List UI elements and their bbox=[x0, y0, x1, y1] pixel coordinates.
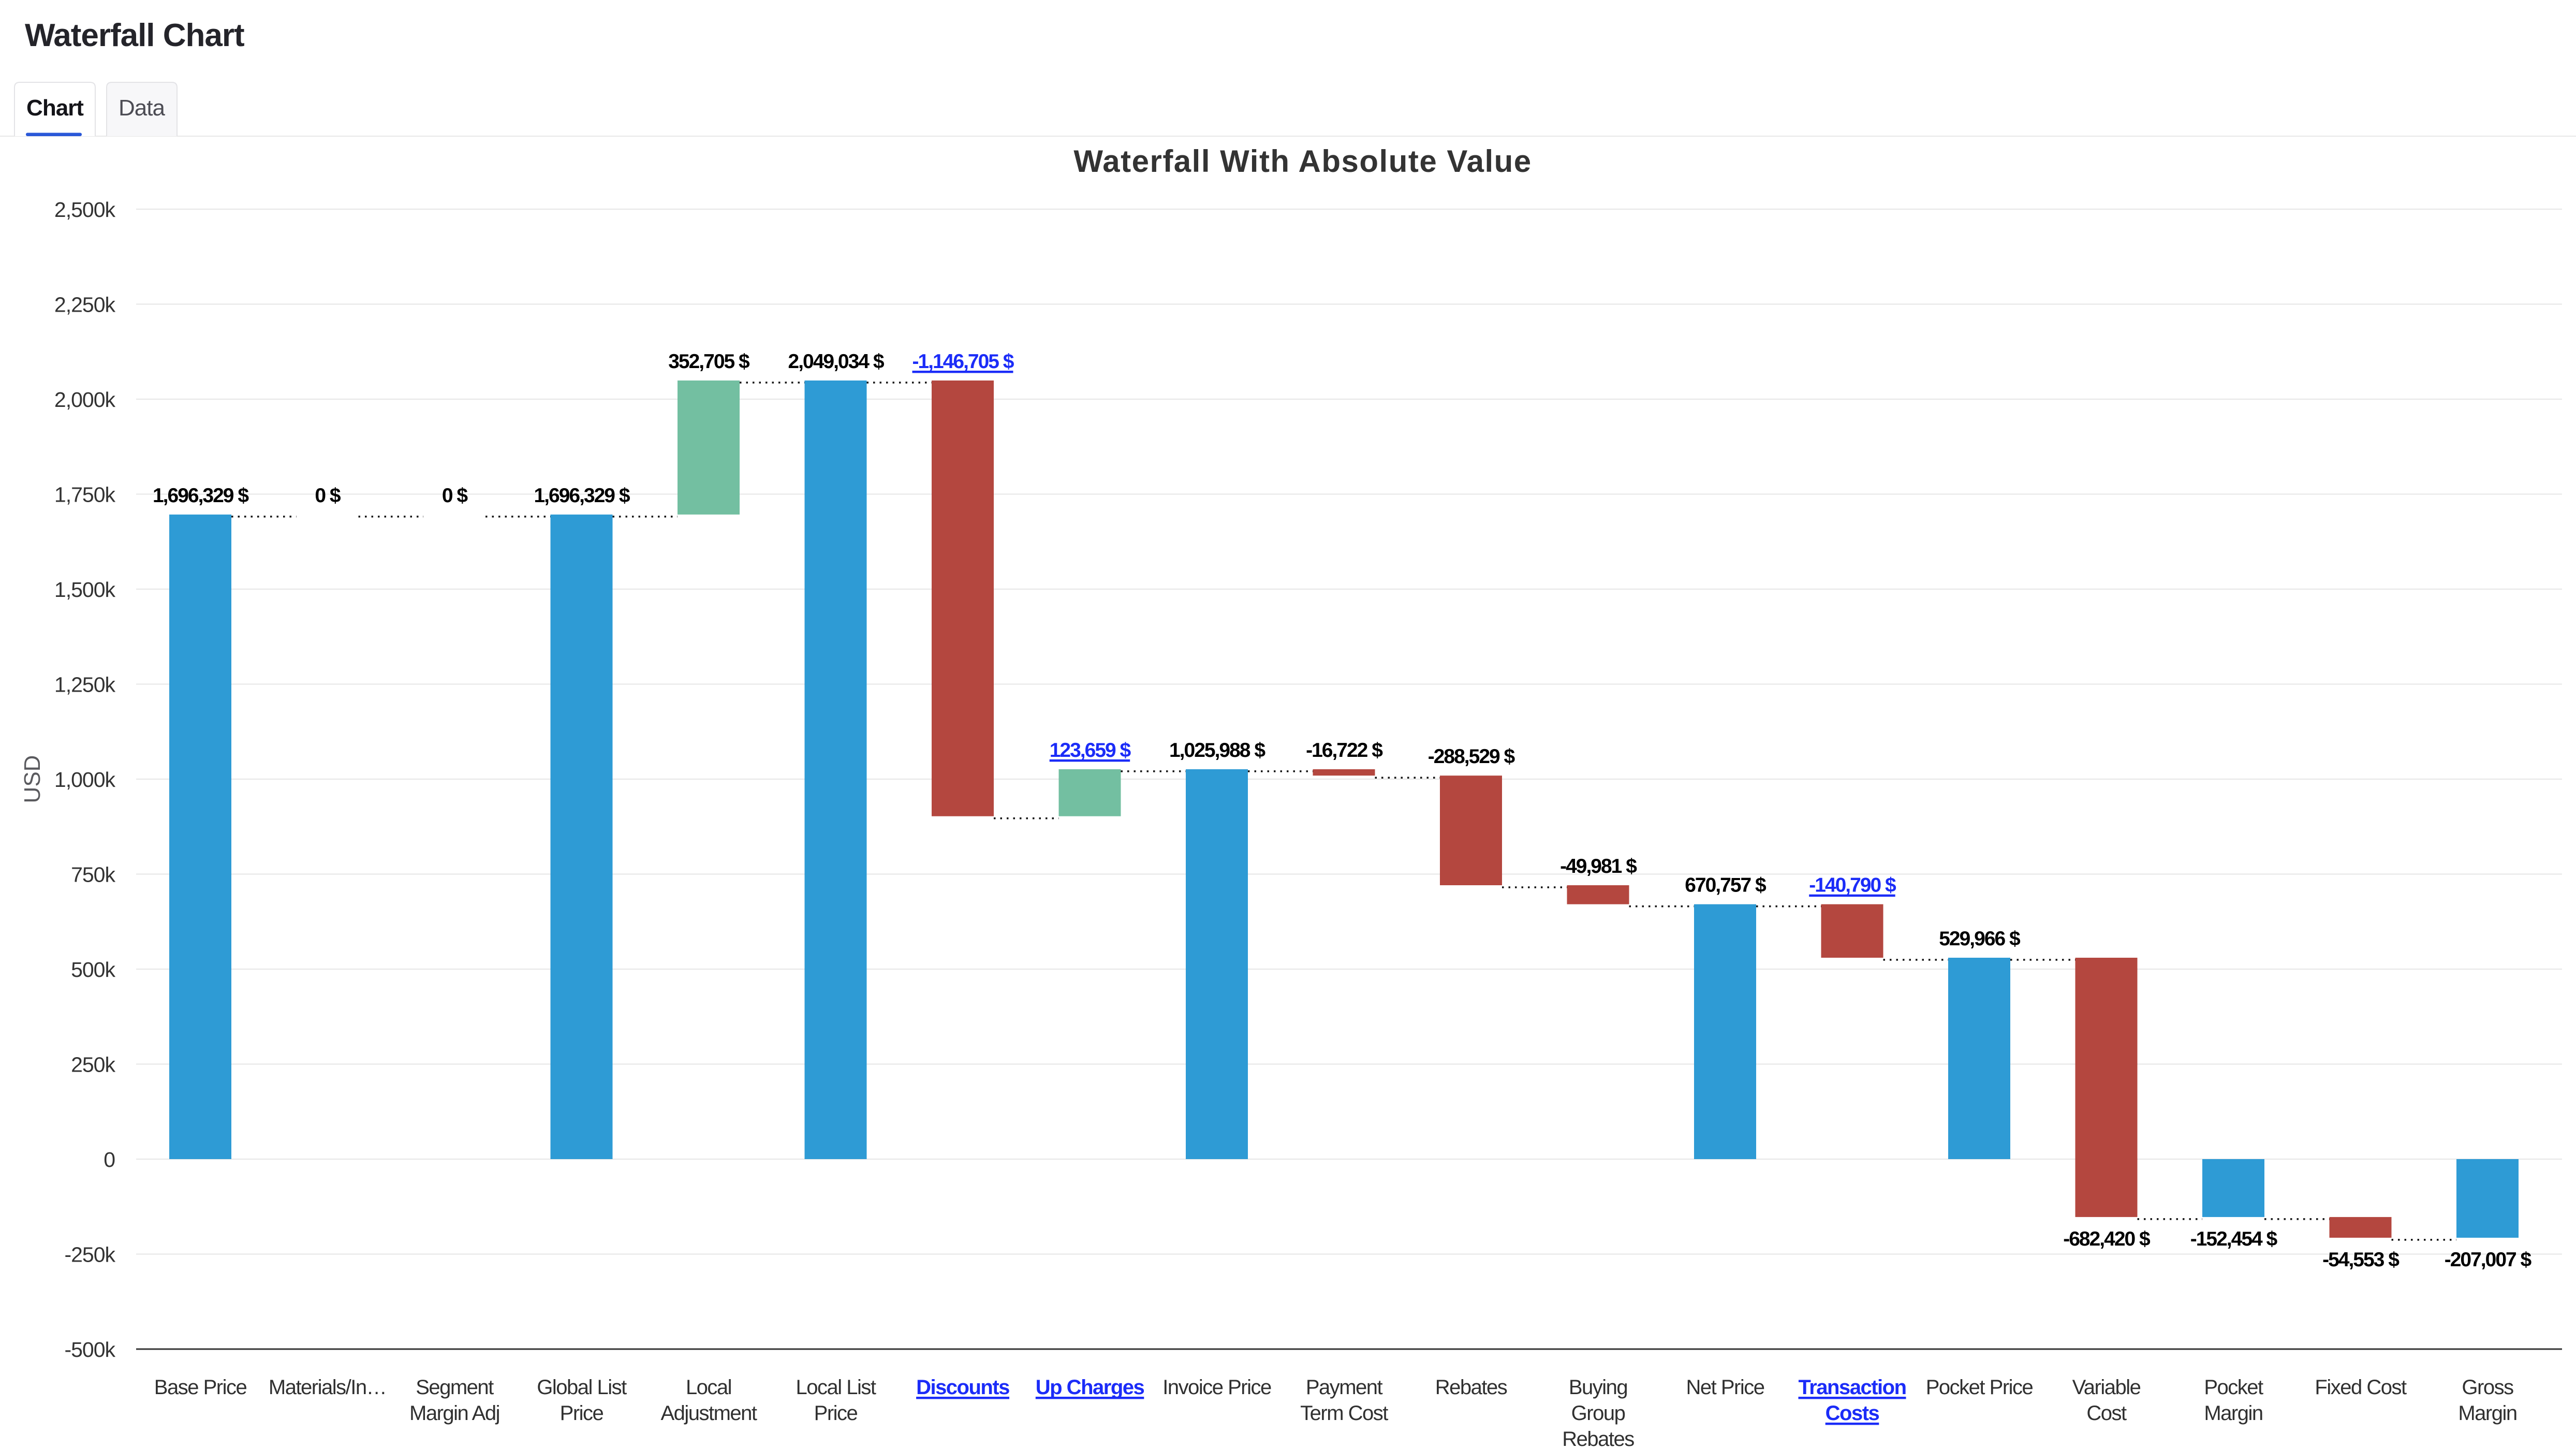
svg-text:-54,553 $: -54,553 $ bbox=[2322, 1249, 2400, 1271]
svg-text:Price: Price bbox=[814, 1402, 858, 1425]
svg-text:-140,790 $: -140,790 $ bbox=[1809, 874, 1896, 897]
svg-text:670,757 $: 670,757 $ bbox=[1685, 874, 1767, 897]
svg-text:Waterfall Chart: Waterfall Chart bbox=[25, 18, 244, 53]
svg-text:-288,529 $: -288,529 $ bbox=[1428, 745, 1515, 768]
svg-text:Global List: Global List bbox=[537, 1376, 627, 1399]
svg-text:Term Cost: Term Cost bbox=[1300, 1402, 1388, 1425]
svg-text:Price: Price bbox=[560, 1402, 603, 1425]
svg-text:Discounts: Discounts bbox=[916, 1376, 1009, 1399]
svg-text:Buying: Buying bbox=[1569, 1376, 1627, 1399]
svg-text:-207,007 $: -207,007 $ bbox=[2445, 1249, 2532, 1271]
svg-text:Margin Adj: Margin Adj bbox=[409, 1402, 499, 1425]
svg-text:529,966 $: 529,966 $ bbox=[1939, 928, 2021, 950]
svg-text:750k: 750k bbox=[71, 863, 115, 887]
svg-text:Up Charges: Up Charges bbox=[1036, 1376, 1144, 1399]
svg-text:Fixed Cost: Fixed Cost bbox=[2315, 1376, 2407, 1399]
svg-text:Pocket Price: Pocket Price bbox=[1926, 1376, 2033, 1399]
svg-text:1,500k: 1,500k bbox=[54, 578, 116, 602]
svg-text:Payment: Payment bbox=[1306, 1376, 1383, 1399]
svg-text:Materials/In…: Materials/In… bbox=[269, 1376, 386, 1399]
svg-text:0: 0 bbox=[104, 1148, 115, 1172]
svg-text:2,500k: 2,500k bbox=[54, 198, 116, 222]
svg-text:Rebates: Rebates bbox=[1562, 1428, 1634, 1449]
svg-text:Costs: Costs bbox=[1826, 1402, 1879, 1425]
svg-text:1,000k: 1,000k bbox=[54, 768, 116, 792]
svg-text:Margin: Margin bbox=[2204, 1402, 2262, 1425]
svg-text:352,705 $: 352,705 $ bbox=[668, 350, 750, 373]
svg-text:Transaction: Transaction bbox=[1798, 1376, 1906, 1399]
svg-text:-682,420 $: -682,420 $ bbox=[2063, 1228, 2151, 1250]
svg-text:Cost: Cost bbox=[2086, 1402, 2127, 1425]
svg-text:123,659 $: 123,659 $ bbox=[1050, 739, 1131, 762]
svg-text:250k: 250k bbox=[71, 1053, 115, 1077]
svg-text:-49,981 $: -49,981 $ bbox=[1560, 855, 1637, 877]
svg-text:Invoice Price: Invoice Price bbox=[1162, 1376, 1271, 1399]
svg-text:2,000k: 2,000k bbox=[54, 388, 116, 412]
svg-text:0 $: 0 $ bbox=[315, 485, 341, 507]
svg-text:1,750k: 1,750k bbox=[54, 483, 116, 507]
svg-text:Chart: Chart bbox=[26, 95, 84, 121]
svg-text:Data: Data bbox=[119, 95, 165, 121]
svg-text:1,250k: 1,250k bbox=[54, 673, 116, 697]
svg-text:2,250k: 2,250k bbox=[54, 293, 116, 317]
svg-text:1,696,329 $: 1,696,329 $ bbox=[153, 485, 249, 507]
svg-text:Pocket: Pocket bbox=[2204, 1376, 2263, 1399]
svg-text:Base Price: Base Price bbox=[154, 1376, 247, 1399]
svg-text:-16,722 $: -16,722 $ bbox=[1306, 739, 1383, 762]
svg-text:-250k: -250k bbox=[64, 1243, 115, 1267]
svg-text:0 $: 0 $ bbox=[442, 485, 468, 507]
svg-text:Segment: Segment bbox=[416, 1376, 494, 1399]
svg-text:-152,454 $: -152,454 $ bbox=[2190, 1228, 2278, 1250]
svg-text:500k: 500k bbox=[71, 958, 115, 982]
svg-text:Adjustment: Adjustment bbox=[660, 1402, 757, 1425]
svg-text:Rebates: Rebates bbox=[1435, 1376, 1507, 1399]
svg-text:Net Price: Net Price bbox=[1686, 1376, 1764, 1399]
svg-text:2,049,034 $: 2,049,034 $ bbox=[788, 350, 884, 373]
svg-text:Local List: Local List bbox=[796, 1376, 876, 1399]
svg-text:Margin: Margin bbox=[2458, 1402, 2516, 1425]
svg-text:-500k: -500k bbox=[64, 1338, 115, 1362]
svg-text:1,025,988 $: 1,025,988 $ bbox=[1169, 739, 1265, 762]
svg-text:USD: USD bbox=[20, 755, 45, 803]
svg-text:-1,146,705 $: -1,146,705 $ bbox=[912, 350, 1014, 373]
svg-text:Waterfall With Absolute Value: Waterfall With Absolute Value bbox=[1073, 144, 1532, 179]
svg-text:Gross: Gross bbox=[2462, 1376, 2513, 1399]
svg-text:Group: Group bbox=[1571, 1402, 1625, 1425]
svg-text:Variable: Variable bbox=[2072, 1376, 2141, 1399]
svg-text:1,696,329 $: 1,696,329 $ bbox=[534, 485, 630, 507]
svg-text:Local: Local bbox=[686, 1376, 731, 1399]
